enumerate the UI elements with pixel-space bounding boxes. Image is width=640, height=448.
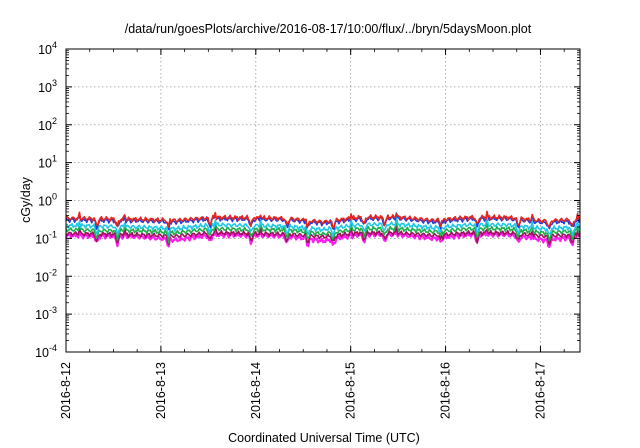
x-tick-label: 2016-8-17 (533, 362, 547, 419)
y-tick-label: 103 (38, 78, 57, 95)
x-axis-label: Coordinated Universal Time (UTC) (228, 431, 420, 445)
x-axis-ticks: 2016-8-12 2016-8-13 2016-8-14 2016-8-15 2016… (59, 49, 565, 419)
series-group (64, 210, 581, 248)
x-tick-label: 2016-8-16 (439, 362, 453, 419)
series-line (65, 210, 581, 229)
y-tick-label: 10-1 (35, 229, 57, 246)
y-tick-label: 10-3 (35, 305, 57, 322)
y-tick-label: 102 (38, 116, 57, 133)
x-tick-label: 2016-8-14 (249, 362, 263, 419)
x-tick-label: 2016-8-13 (154, 362, 168, 419)
y-tick-label: 100 (38, 192, 57, 209)
y-tick-label: 104 (38, 40, 57, 57)
y-axis-ticks: 10-4 10-3 10-2 10-1 100 101 102 103 104 (35, 40, 580, 360)
y-tick-label: 10-2 (35, 267, 57, 284)
chart-title: /data/run/goesPlots/archive/2016-08-17/1… (125, 22, 532, 36)
y-axis-label: cGy/day (19, 176, 33, 223)
series-line (65, 221, 581, 244)
y-tick-label: 101 (38, 154, 57, 171)
y-tick-label: 10-4 (35, 343, 57, 360)
series-line (65, 216, 581, 238)
series-line (65, 225, 581, 246)
x-tick-label: 2016-8-12 (59, 362, 73, 419)
x-tick-label: 2016-8-15 (344, 362, 358, 419)
